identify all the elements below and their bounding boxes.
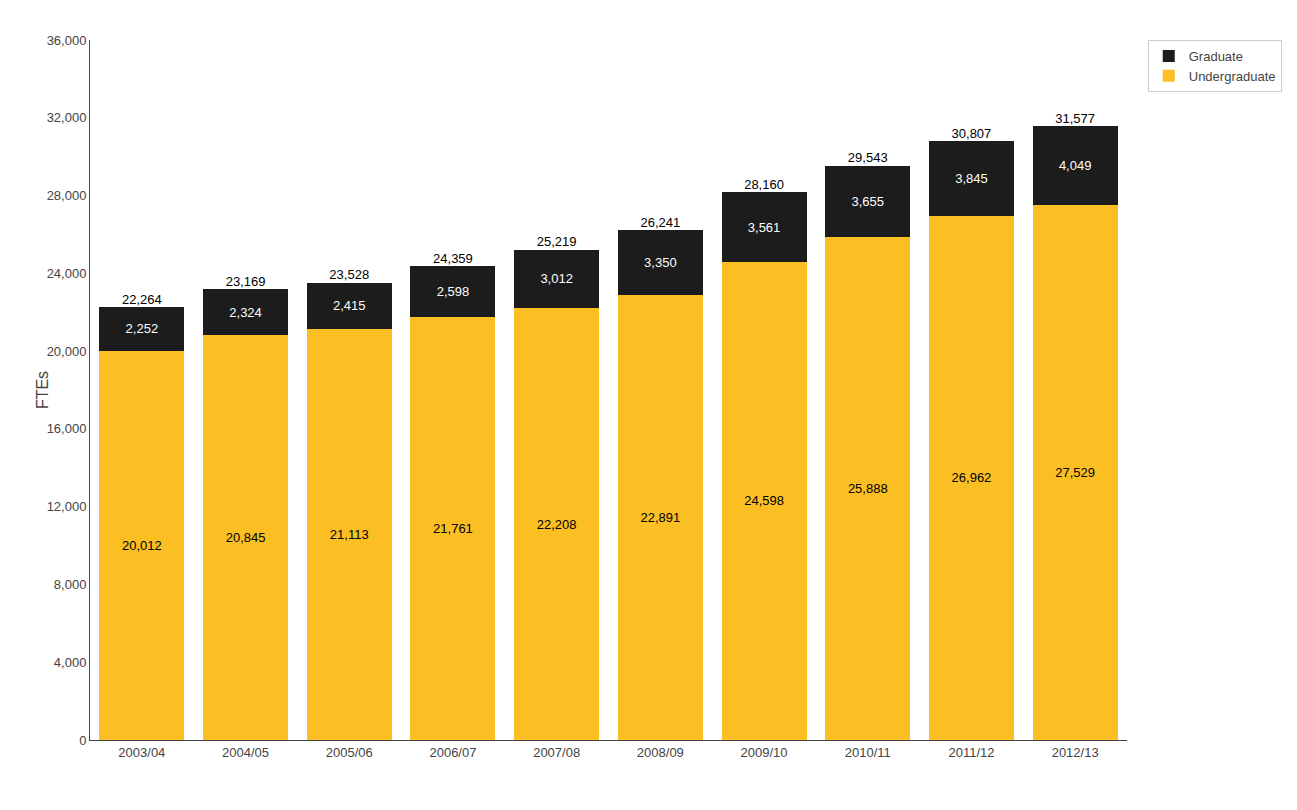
svg-text:FTEs: FTEs <box>34 371 51 409</box>
svg-text:2012/13: 2012/13 <box>1052 745 1099 760</box>
svg-text:24,359: 24,359 <box>433 251 473 266</box>
svg-text:27,529: 27,529 <box>1055 465 1095 480</box>
svg-text:22,891: 22,891 <box>640 510 680 525</box>
svg-text:2003/04: 2003/04 <box>118 745 165 760</box>
svg-text:Undergraduate: Undergraduate <box>1189 69 1276 84</box>
svg-text:Graduate: Graduate <box>1189 49 1243 64</box>
svg-text:36,000: 36,000 <box>47 33 87 48</box>
svg-text:2011/12: 2011/12 <box>948 745 994 760</box>
svg-text:25,219: 25,219 <box>537 234 577 249</box>
svg-text:23,528: 23,528 <box>329 267 369 282</box>
svg-text:2004/05: 2004/05 <box>222 745 269 760</box>
svg-text:31,577: 31,577 <box>1055 111 1095 126</box>
svg-text:22,264: 22,264 <box>122 292 162 307</box>
svg-text:2,598: 2,598 <box>437 284 470 299</box>
svg-text:2,415: 2,415 <box>333 298 366 313</box>
svg-text:30,807: 30,807 <box>952 126 992 141</box>
svg-text:28,000: 28,000 <box>47 188 87 203</box>
svg-text:20,012: 20,012 <box>122 538 162 553</box>
svg-text:32,000: 32,000 <box>47 110 87 125</box>
svg-text:2006/07: 2006/07 <box>429 745 476 760</box>
svg-text:4,000: 4,000 <box>54 655 87 670</box>
svg-text:24,000: 24,000 <box>47 266 87 281</box>
svg-text:12,000: 12,000 <box>47 499 87 514</box>
svg-text:29,543: 29,543 <box>848 150 888 165</box>
svg-text:3,655: 3,655 <box>851 194 884 209</box>
svg-text:26,241: 26,241 <box>640 215 680 230</box>
svg-text:3,012: 3,012 <box>540 271 573 286</box>
svg-text:16,000: 16,000 <box>47 421 87 436</box>
svg-text:3,561: 3,561 <box>748 220 781 235</box>
svg-text:20,845: 20,845 <box>226 530 266 545</box>
svg-text:20,000: 20,000 <box>47 344 87 359</box>
svg-text:23,169: 23,169 <box>226 274 266 289</box>
svg-text:21,113: 21,113 <box>330 527 369 542</box>
svg-text:4,049: 4,049 <box>1059 158 1092 173</box>
svg-text:28,160: 28,160 <box>744 177 784 192</box>
svg-text:2009/10: 2009/10 <box>741 745 788 760</box>
svg-text:2007/08: 2007/08 <box>533 745 580 760</box>
svg-text:3,845: 3,845 <box>955 171 988 186</box>
svg-text:2005/06: 2005/06 <box>326 745 373 760</box>
svg-text:22,208: 22,208 <box>537 517 577 532</box>
svg-text:2008/09: 2008/09 <box>637 745 684 760</box>
svg-text:8,000: 8,000 <box>54 577 87 592</box>
svg-text:26,962: 26,962 <box>952 470 992 485</box>
svg-text:2,252: 2,252 <box>126 321 159 336</box>
svg-text:24,598: 24,598 <box>744 493 784 508</box>
svg-text:2010/11: 2010/11 <box>845 745 891 760</box>
svg-text:25,888: 25,888 <box>848 481 888 496</box>
svg-text:2,324: 2,324 <box>229 305 262 320</box>
svg-text:3,350: 3,350 <box>644 255 677 270</box>
svg-text:21,761: 21,761 <box>433 521 473 536</box>
svg-text:0: 0 <box>79 733 86 748</box>
